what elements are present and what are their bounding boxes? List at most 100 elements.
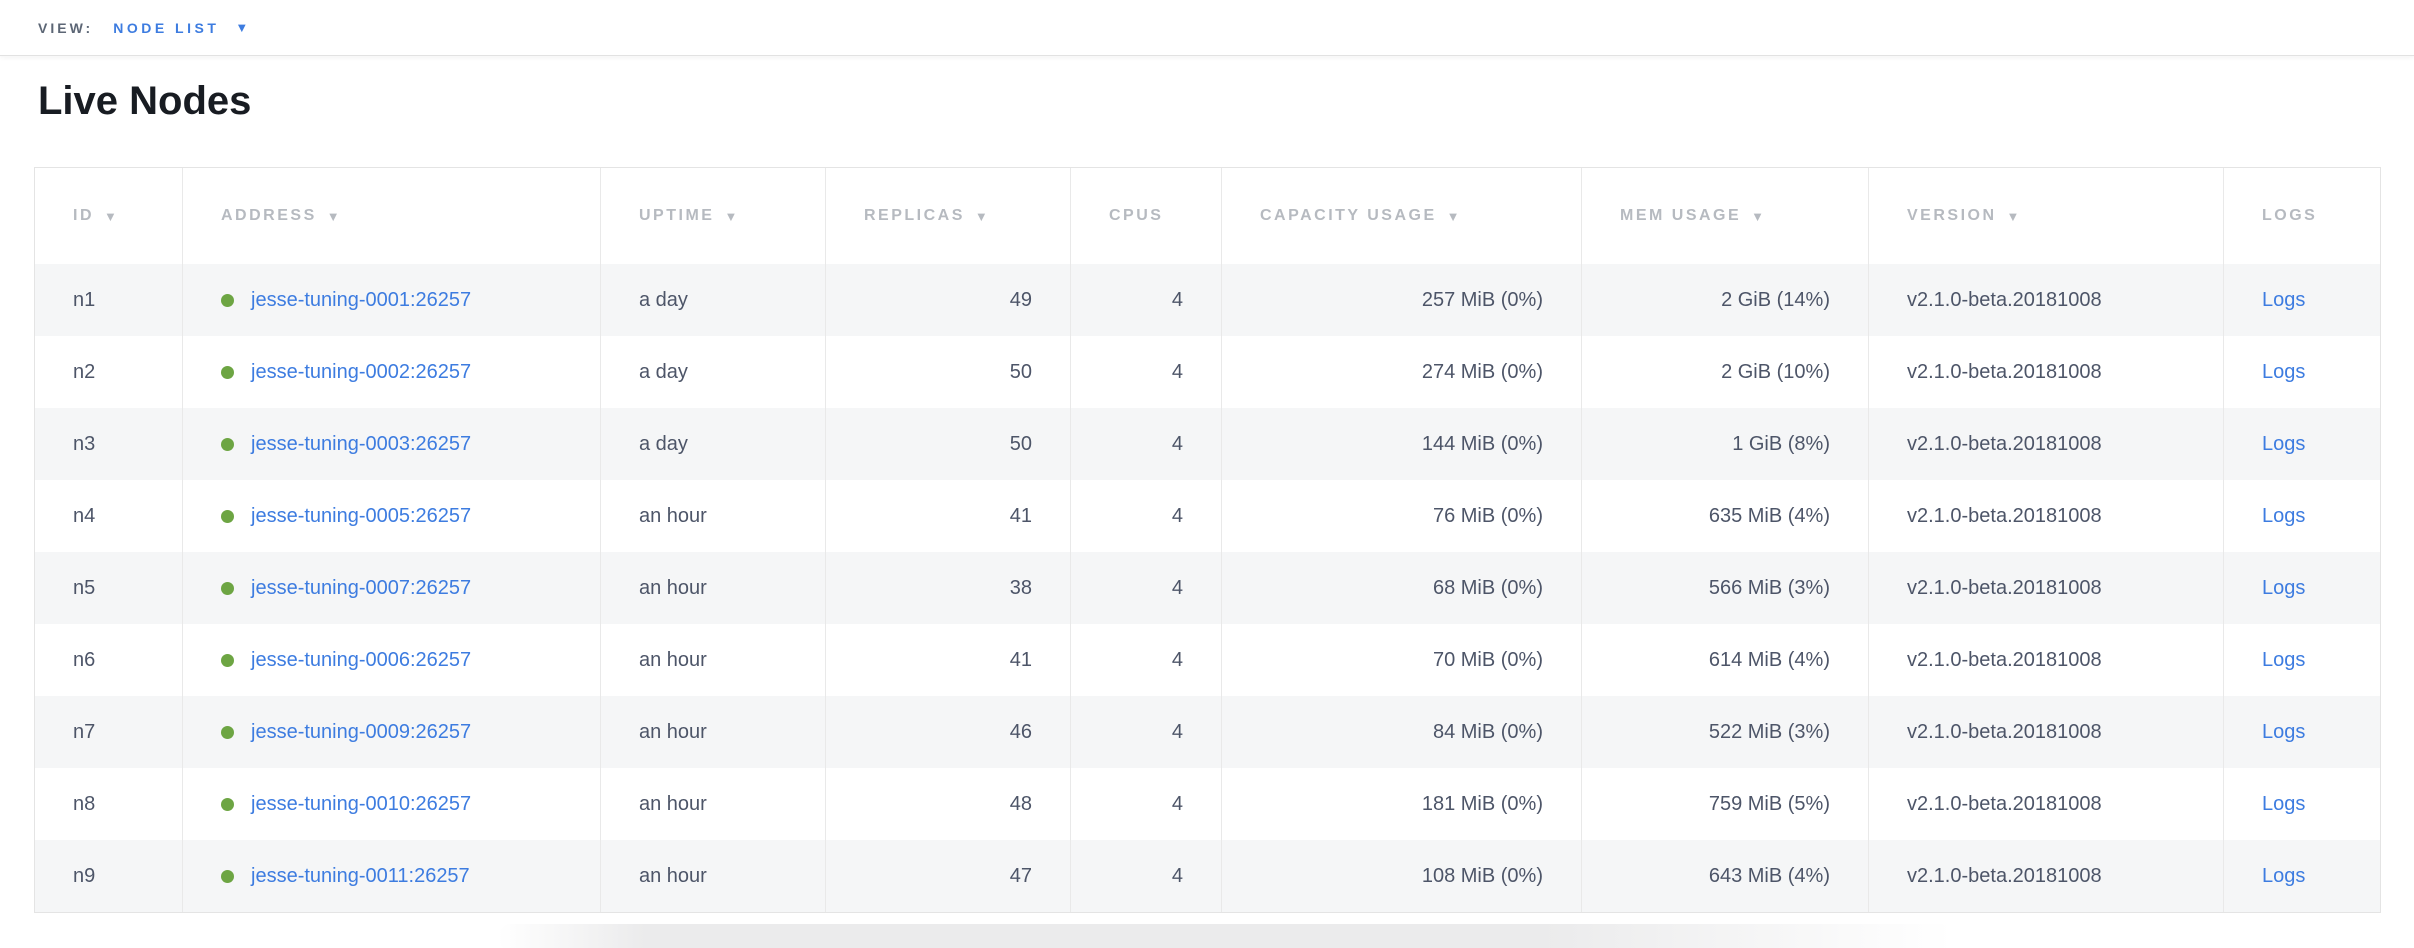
sort-desc-icon: ▼ <box>1751 208 1767 224</box>
cell-mem-usage: 2 GiB (14%) <box>1582 264 1869 336</box>
column-header-address[interactable]: ADDRESS ▼ <box>183 168 601 264</box>
cell-uptime: a day <box>601 336 826 408</box>
table-body: n1 jesse-tuning-0001:26257 a day 49 4 25… <box>35 264 2380 912</box>
logs-link[interactable]: Logs <box>2262 792 2306 815</box>
address-link[interactable]: jesse-tuning-0005:26257 <box>251 504 472 527</box>
logs-link[interactable]: Logs <box>2262 432 2306 455</box>
address-link[interactable]: jesse-tuning-0006:26257 <box>251 648 472 671</box>
cell-mem-usage: 643 MiB (4%) <box>1582 840 1869 912</box>
table-row: n6 jesse-tuning-0006:26257 an hour 41 4 … <box>35 624 2380 696</box>
cell-cpus: 4 <box>1071 264 1222 336</box>
column-header-capacity-usage[interactable]: CAPACITY USAGE ▼ <box>1222 168 1582 264</box>
address-link[interactable]: jesse-tuning-0011:26257 <box>251 864 470 887</box>
live-status-icon <box>221 797 234 811</box>
cell-address: jesse-tuning-0007:26257 <box>183 552 601 624</box>
cell-uptime: an hour <box>601 768 826 840</box>
cell-logs: Logs <box>2224 624 2380 696</box>
cell-address: jesse-tuning-0001:26257 <box>183 264 601 336</box>
cell-capacity-usage: 108 MiB (0%) <box>1222 840 1582 912</box>
cell-capacity-usage: 70 MiB (0%) <box>1222 624 1582 696</box>
page-title: Live Nodes <box>38 79 252 123</box>
column-header-label: VERSION <box>1907 207 1997 224</box>
address-link[interactable]: jesse-tuning-0001:26257 <box>251 288 472 311</box>
table-row: n9 jesse-tuning-0011:26257 an hour 47 4 … <box>35 840 2380 912</box>
cell-node-id: n2 <box>35 336 183 408</box>
address-link[interactable]: jesse-tuning-0009:26257 <box>251 720 472 743</box>
column-header-version[interactable]: VERSION ▼ <box>1869 168 2224 264</box>
address-link[interactable]: jesse-tuning-0007:26257 <box>251 576 472 599</box>
cell-replicas: 49 <box>826 264 1071 336</box>
live-status-icon <box>221 581 234 595</box>
column-header-id[interactable]: ID ▼ <box>35 168 183 264</box>
cell-node-id: n5 <box>35 552 183 624</box>
cell-uptime: a day <box>601 264 826 336</box>
cell-replicas: 50 <box>826 336 1071 408</box>
table-row: n4 jesse-tuning-0005:26257 an hour 41 4 … <box>35 480 2380 552</box>
logs-link[interactable]: Logs <box>2262 504 2306 527</box>
live-status-icon <box>221 509 234 523</box>
cell-capacity-usage: 274 MiB (0%) <box>1222 336 1582 408</box>
sort-desc-icon: ▼ <box>326 208 343 224</box>
cell-uptime: a day <box>601 408 826 480</box>
logs-link[interactable]: Logs <box>2262 288 2306 311</box>
cell-address: jesse-tuning-0005:26257 <box>183 480 601 552</box>
cell-cpus: 4 <box>1071 624 1222 696</box>
cell-mem-usage: 566 MiB (3%) <box>1582 552 1869 624</box>
sort-desc-icon: ▼ <box>724 208 740 224</box>
cell-mem-usage: 2 GiB (10%) <box>1582 336 1869 408</box>
live-status-icon <box>221 725 234 739</box>
address-link[interactable]: jesse-tuning-0003:26257 <box>251 432 472 455</box>
cell-logs: Logs <box>2224 480 2380 552</box>
cell-cpus: 4 <box>1071 696 1222 768</box>
column-header-logs: LOGS <box>2224 168 2380 264</box>
column-header-uptime[interactable]: UPTIME ▼ <box>601 168 826 264</box>
live-nodes-table: ID ▼ ADDRESS ▼ UPTIME ▼ REPLICAS ▼ CPUS … <box>34 167 2381 913</box>
cell-replicas: 50 <box>826 408 1071 480</box>
cell-logs: Logs <box>2224 408 2380 480</box>
view-selector-bar: VIEW: NODE LIST ▼ <box>0 0 2414 56</box>
address-link[interactable]: jesse-tuning-0002:26257 <box>251 360 472 383</box>
cell-replicas: 41 <box>826 624 1071 696</box>
cell-uptime: an hour <box>601 840 826 912</box>
cell-cpus: 4 <box>1071 840 1222 912</box>
cell-address: jesse-tuning-0003:26257 <box>183 408 601 480</box>
cell-node-id: n6 <box>35 624 183 696</box>
cell-address: jesse-tuning-0002:26257 <box>183 336 601 408</box>
column-header-label: ADDRESS <box>221 207 317 224</box>
cell-replicas: 48 <box>826 768 1071 840</box>
cell-version: v2.1.0-beta.20181008 <box>1869 696 2224 768</box>
column-header-label: CAPACITY USAGE <box>1260 207 1437 224</box>
cell-address: jesse-tuning-0010:26257 <box>183 768 601 840</box>
cell-node-id: n1 <box>35 264 183 336</box>
cell-node-id: n8 <box>35 768 183 840</box>
logs-link[interactable]: Logs <box>2262 360 2306 383</box>
cell-version: v2.1.0-beta.20181008 <box>1869 768 2224 840</box>
column-header-label: MEM USAGE <box>1620 207 1742 224</box>
chevron-down-icon: ▼ <box>235 20 249 35</box>
view-dropdown[interactable]: NODE LIST ▼ <box>113 20 248 36</box>
cell-mem-usage: 635 MiB (4%) <box>1582 480 1869 552</box>
cell-logs: Logs <box>2224 552 2380 624</box>
logs-link[interactable]: Logs <box>2262 864 2306 887</box>
column-header-mem-usage[interactable]: MEM USAGE ▼ <box>1582 168 1869 264</box>
horizontal-scrollbar[interactable] <box>498 924 1953 948</box>
cell-logs: Logs <box>2224 840 2380 912</box>
column-header-replicas[interactable]: REPLICAS ▼ <box>826 168 1071 264</box>
cell-mem-usage: 614 MiB (4%) <box>1582 624 1869 696</box>
sort-desc-icon: ▼ <box>2006 208 2022 224</box>
cell-cpus: 4 <box>1071 552 1222 624</box>
cell-address: jesse-tuning-0011:26257 <box>183 840 601 912</box>
address-link[interactable]: jesse-tuning-0010:26257 <box>251 792 472 815</box>
logs-link[interactable]: Logs <box>2262 720 2306 743</box>
view-dropdown-value: NODE LIST <box>113 19 220 36</box>
cell-logs: Logs <box>2224 264 2380 336</box>
cell-cpus: 4 <box>1071 768 1222 840</box>
cell-node-id: n9 <box>35 840 183 912</box>
live-status-icon <box>221 869 234 883</box>
logs-link[interactable]: Logs <box>2262 576 2306 599</box>
table-row: n7 jesse-tuning-0009:26257 an hour 46 4 … <box>35 696 2380 768</box>
table-row: n2 jesse-tuning-0002:26257 a day 50 4 27… <box>35 336 2380 408</box>
sort-desc-icon: ▼ <box>974 208 991 224</box>
logs-link[interactable]: Logs <box>2262 648 2306 671</box>
